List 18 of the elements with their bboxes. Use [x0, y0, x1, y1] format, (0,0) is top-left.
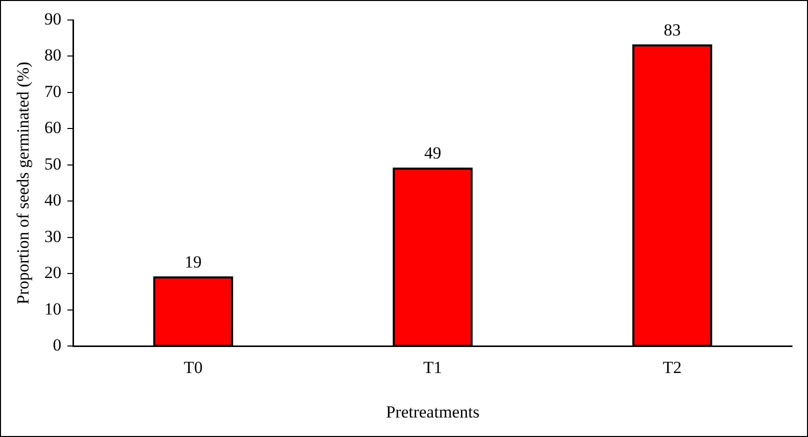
y-tick-label: 90: [44, 9, 62, 28]
x-tick-label: T0: [184, 358, 203, 377]
data-label: 49: [424, 144, 442, 163]
x-tick-label: T2: [662, 358, 682, 377]
y-tick-label: 60: [44, 118, 62, 138]
y-axis-title: Proportion of seeds germinated (%): [14, 62, 33, 304]
y-tick-label: 20: [44, 263, 62, 282]
y-tick-label: 30: [44, 226, 62, 246]
x-tick-label: T1: [423, 358, 442, 377]
y-tick-label: 10: [44, 299, 62, 318]
y-tick-label: 80: [44, 46, 62, 65]
data-label: 83: [664, 20, 681, 40]
y-tick-label: 0: [52, 336, 62, 355]
data-label: 19: [184, 252, 202, 272]
x-axis-title: Pretreatments: [386, 402, 480, 422]
y-tick-label: 40: [44, 190, 62, 210]
y-tick-label: 50: [44, 154, 62, 174]
y-tick-label: 70: [44, 82, 62, 101]
